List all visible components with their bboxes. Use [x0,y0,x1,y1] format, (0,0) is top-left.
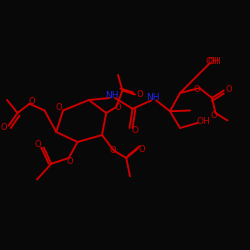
Text: O: O [67,156,73,166]
Text: O: O [28,97,35,106]
Text: O: O [194,85,200,94]
Text: O: O [131,126,138,135]
Text: OH: OH [208,56,222,66]
Text: O: O [210,112,217,120]
Text: O: O [1,124,8,132]
Text: NH: NH [146,94,160,102]
Text: O: O [226,85,232,94]
Text: O: O [56,104,62,112]
Text: O: O [139,146,145,154]
Text: OH: OH [196,117,210,126]
Text: OH: OH [206,57,220,66]
Text: O: O [109,146,116,155]
Text: O: O [35,140,42,149]
Text: O: O [136,90,143,99]
Text: O: O [114,102,121,112]
Text: NH: NH [105,92,119,100]
